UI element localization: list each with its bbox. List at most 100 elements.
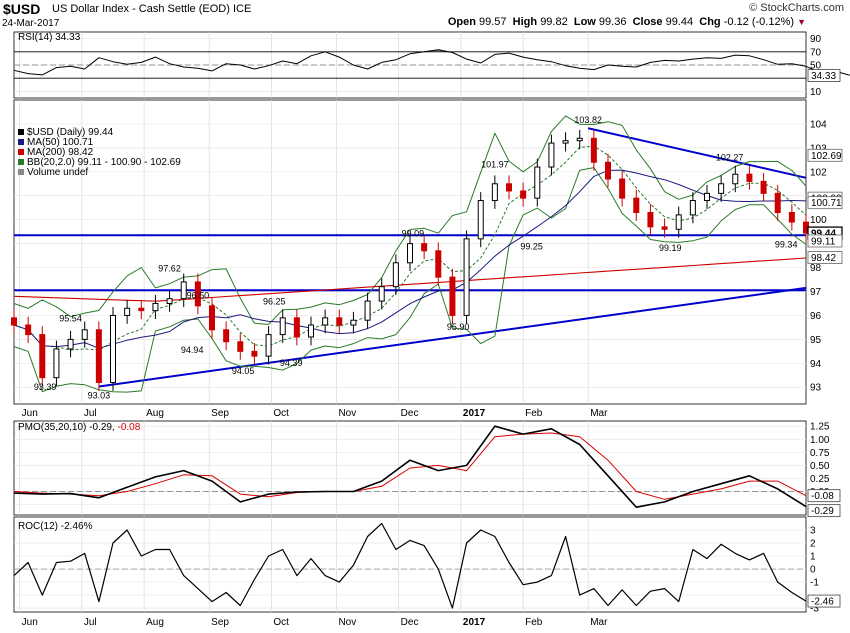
price-candle bbox=[732, 165, 739, 193]
price-annotation: 95.54 bbox=[59, 313, 82, 323]
rsi-line bbox=[13, 49, 850, 76]
candle-body bbox=[449, 276, 456, 316]
price-candle bbox=[392, 254, 399, 296]
low-label: Low bbox=[573, 16, 596, 28]
legend-swatch bbox=[18, 159, 24, 165]
x-axis-month-label: Feb bbox=[525, 617, 543, 628]
price-candle bbox=[67, 330, 74, 358]
price-candle bbox=[180, 273, 187, 308]
pmo-axis-tick-label: 0.25 bbox=[810, 474, 830, 485]
price-candle bbox=[407, 235, 413, 272]
candle-body bbox=[336, 317, 343, 326]
price-axis-tick-label: 103 bbox=[810, 143, 827, 154]
candle-body bbox=[774, 192, 781, 214]
price-candle bbox=[336, 309, 343, 334]
candle-body bbox=[293, 317, 300, 338]
pmo-signal-line bbox=[13, 432, 807, 500]
price-candle bbox=[293, 309, 300, 346]
price-candle bbox=[647, 204, 654, 236]
pmo-axis-tick-label: 1.25 bbox=[810, 422, 830, 433]
candle-body bbox=[152, 302, 159, 312]
rsi-last-value-tag: 34.33 bbox=[807, 69, 841, 82]
price-candle bbox=[520, 182, 527, 207]
candle-body bbox=[364, 300, 371, 321]
high-value: 99.82 bbox=[540, 16, 568, 28]
price-annotation: 93.03 bbox=[88, 391, 111, 401]
x-axis-month-label: Aug bbox=[146, 617, 164, 628]
pmo-axis-tick-label: 0.75 bbox=[810, 448, 830, 459]
price-axis-tick-label: 93 bbox=[810, 383, 822, 394]
legend-swatch bbox=[18, 169, 24, 175]
price-axis-tick-label: 95 bbox=[810, 335, 822, 346]
price-candle bbox=[279, 309, 286, 343]
price-axis-tick-label: 96 bbox=[810, 311, 822, 322]
roc-axis-tick-label: -1 bbox=[810, 578, 819, 589]
chg-value: -0.12 (-0.12%) bbox=[723, 16, 795, 28]
pmo-signal-tag-text: -0.08 bbox=[811, 491, 834, 502]
roc-last-value-tag-text: -2.46 bbox=[811, 597, 834, 608]
x-axis-month-label: Feb bbox=[525, 408, 543, 419]
price-last-value-tag: 102.69 bbox=[807, 148, 843, 162]
tag-box bbox=[807, 148, 843, 162]
tag-text: 98.42 bbox=[811, 253, 836, 264]
price-candle bbox=[491, 175, 498, 209]
brand-link[interactable]: © StockCharts.com bbox=[749, 2, 844, 14]
trendline bbox=[587, 127, 807, 179]
price-annotation: 93.39 bbox=[34, 382, 57, 392]
x-axis-month-label: Sep bbox=[211, 617, 229, 628]
candle-body bbox=[506, 183, 512, 192]
candle-body bbox=[463, 238, 470, 316]
price-candle bbox=[11, 309, 17, 334]
price-annotation: 95.90 bbox=[447, 322, 470, 332]
roc-panel-frame bbox=[13, 516, 807, 613]
price-candle bbox=[308, 316, 314, 346]
candle-body bbox=[619, 178, 626, 199]
candle-body bbox=[194, 281, 201, 307]
x-axis-month-label: Oct bbox=[273, 617, 289, 628]
price-annotation: 103.82 bbox=[574, 115, 602, 125]
rsi-axis-tick-label: 10 bbox=[810, 87, 822, 98]
x-axis-month-label: Nov bbox=[338, 617, 356, 628]
price-candle bbox=[322, 309, 329, 334]
roc-legend: ROC(12) -2.46% bbox=[18, 521, 93, 532]
pmo-last-value-tag-box bbox=[807, 504, 841, 518]
tag-box bbox=[807, 234, 843, 248]
price-legend-entry: MA(50) 100.71 bbox=[27, 137, 94, 148]
candle-body bbox=[209, 305, 215, 331]
pmo-signal-tag: -0.08 bbox=[807, 489, 841, 502]
roc-last-value-tag-box bbox=[807, 594, 841, 608]
rsi-legend: RSI(14) 34.33 bbox=[18, 32, 81, 43]
candle-body bbox=[435, 250, 442, 278]
price-candle bbox=[463, 230, 470, 324]
candle-body bbox=[548, 142, 555, 168]
price-axis-tick-label: 97 bbox=[810, 287, 822, 298]
rsi-axis-tick-label: 50 bbox=[810, 61, 822, 72]
x-axis-month-label: Oct bbox=[273, 408, 289, 419]
bollinger-lower-line bbox=[13, 167, 807, 393]
price-candle bbox=[633, 189, 640, 221]
x-axis-month-label: 2017 bbox=[463, 408, 486, 419]
pmo-axis-tick-label: 0.50 bbox=[810, 461, 830, 472]
price-axis-tick-label: 102 bbox=[810, 167, 827, 178]
rsi-axis-tick-label: 70 bbox=[810, 47, 822, 58]
price-candle bbox=[590, 129, 597, 171]
legend-swatch bbox=[18, 129, 24, 135]
candle-body bbox=[39, 334, 46, 379]
price-candle bbox=[605, 153, 611, 188]
price-last-value-tag: 98.42 bbox=[807, 251, 843, 264]
instrument-name: US Dollar Index - Cash Settle (EOD) ICE bbox=[52, 3, 252, 15]
x-axis-month-label: Sep bbox=[211, 408, 229, 419]
price-annotation: 94.94 bbox=[181, 345, 204, 355]
x-axis-month-label: Mar bbox=[590, 617, 608, 628]
tag-box bbox=[807, 251, 843, 264]
roc-axis-tick-label: -3 bbox=[810, 604, 819, 615]
price-candle bbox=[506, 175, 512, 200]
price-legend-entry: Volume undef bbox=[27, 167, 88, 178]
chart-date: 24-Mar-2017 bbox=[2, 18, 60, 29]
price-candle bbox=[449, 268, 456, 324]
x-axis-month-label: Aug bbox=[146, 408, 164, 419]
price-candle bbox=[760, 173, 767, 202]
price-annotation: 99.09 bbox=[402, 228, 425, 238]
price-candle bbox=[25, 316, 32, 343]
price-candle bbox=[619, 170, 626, 207]
